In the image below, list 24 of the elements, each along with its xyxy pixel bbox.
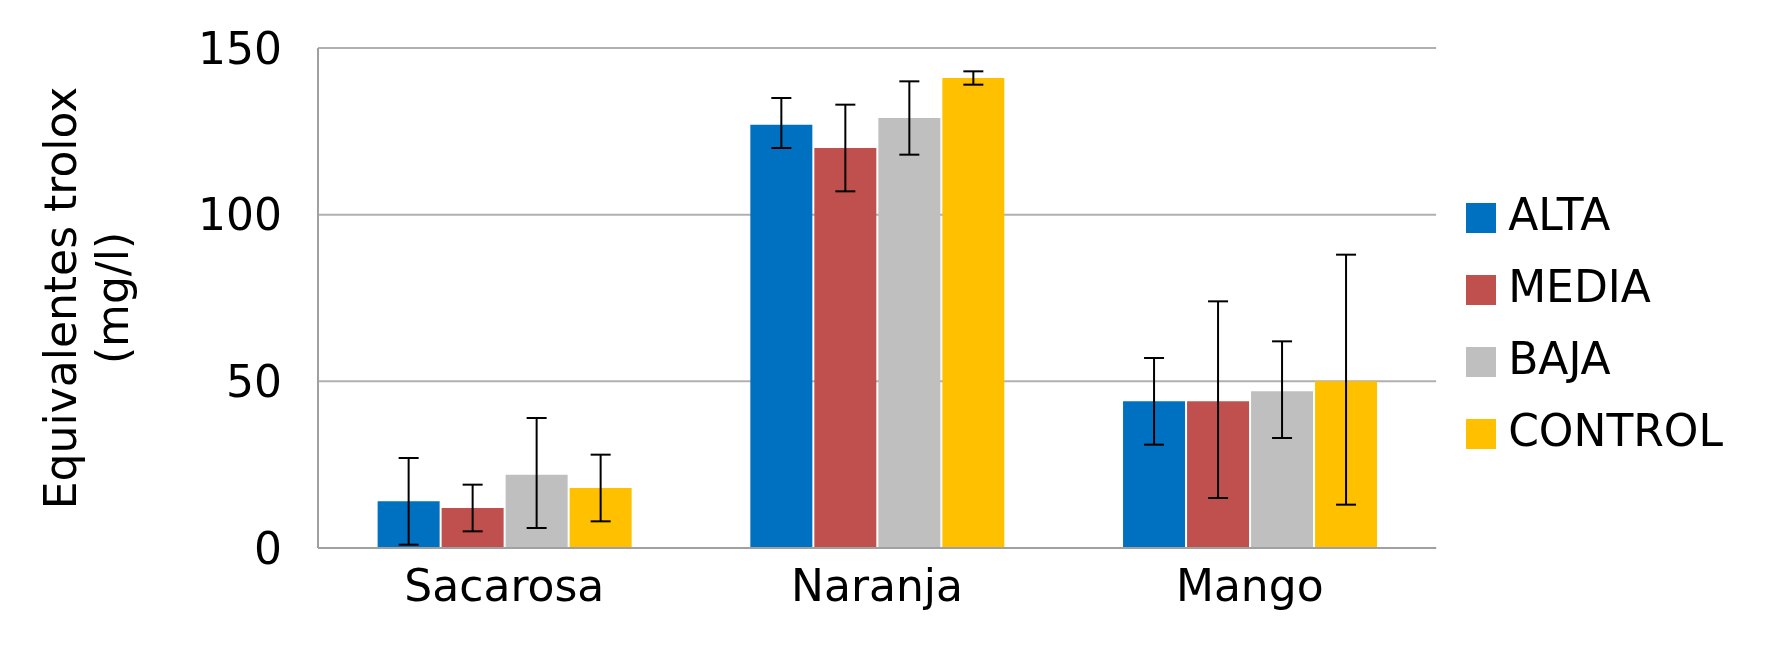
bar bbox=[1123, 401, 1186, 548]
bar bbox=[750, 124, 813, 548]
y-tick-label: 150 bbox=[198, 22, 282, 74]
bar bbox=[1187, 401, 1250, 548]
y-tick-label: 100 bbox=[198, 189, 282, 241]
legend-label: CONTROL bbox=[1508, 405, 1723, 456]
bar bbox=[942, 78, 1005, 548]
x-tick-label: Naranja bbox=[791, 560, 964, 612]
bar bbox=[814, 148, 877, 548]
bar bbox=[505, 474, 568, 548]
y-tick-label: 0 bbox=[254, 522, 282, 574]
x-tick-label: Mango bbox=[1175, 560, 1324, 612]
bar bbox=[569, 488, 632, 548]
bar bbox=[441, 508, 504, 548]
legend-label: BAJA bbox=[1508, 333, 1611, 384]
legend-label: ALTA bbox=[1508, 189, 1611, 240]
bar bbox=[1315, 381, 1378, 548]
bar bbox=[878, 118, 941, 548]
bar bbox=[377, 501, 440, 548]
bar bbox=[1251, 391, 1314, 548]
x-tick-label: Sacarosa bbox=[404, 560, 605, 612]
legend-label: MEDIA bbox=[1508, 261, 1651, 312]
y-axis-title: Equivalentes trolox (mg/l) bbox=[35, 86, 138, 510]
y-tick-label: 50 bbox=[226, 355, 282, 407]
